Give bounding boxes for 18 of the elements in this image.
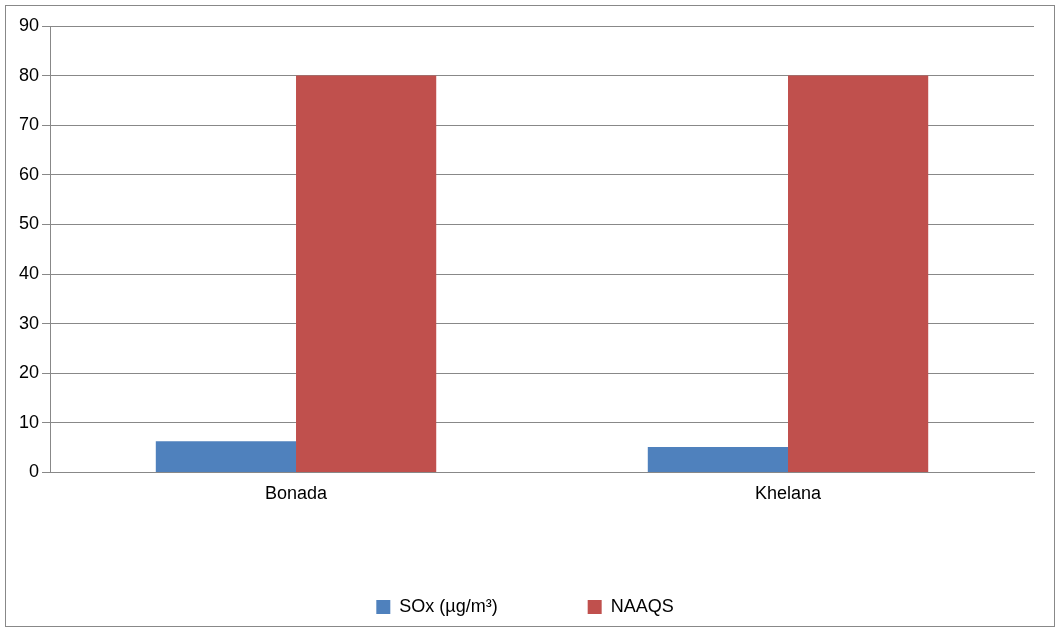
- y-tick-label: 80: [18, 64, 40, 85]
- y-tick-label: 40: [18, 262, 40, 283]
- y-tick-label: 20: [18, 362, 40, 383]
- bar: [788, 75, 929, 472]
- bar: [296, 75, 437, 472]
- x-tick-label: Khelana: [754, 483, 823, 504]
- legend-label: SOx (µg/m³): [399, 595, 498, 616]
- bar: [155, 441, 297, 472]
- y-tick-label: 10: [18, 411, 40, 432]
- y-tick-label: 70: [18, 114, 40, 135]
- bar: [647, 447, 789, 472]
- y-tick-label: 30: [18, 312, 40, 333]
- x-tick-label: Bonada: [264, 483, 329, 504]
- legend-label: NAAQS: [610, 595, 674, 616]
- y-tick-label: 50: [18, 213, 40, 234]
- y-tick-label: 90: [18, 14, 40, 35]
- y-tick-label: 60: [18, 163, 40, 184]
- y-tick-label: 0: [29, 461, 40, 482]
